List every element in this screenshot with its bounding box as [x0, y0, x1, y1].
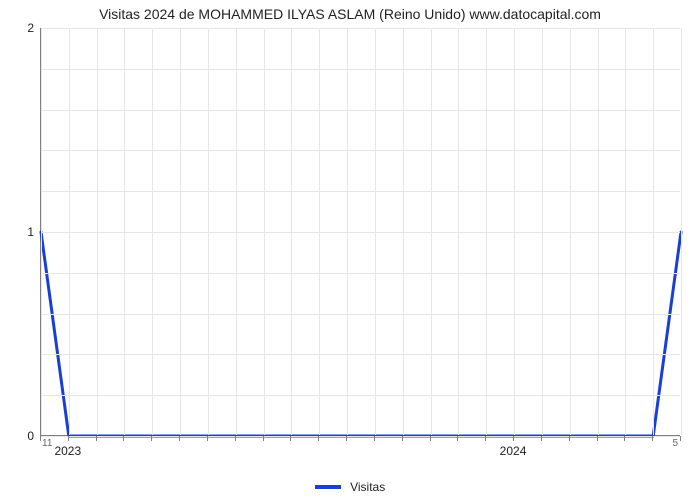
gridline-horizontal [41, 110, 680, 111]
gridline-vertical [375, 28, 376, 435]
x-tick-mark [346, 436, 347, 441]
x-tick-label: 2024 [500, 444, 527, 458]
x-tick-mark [263, 436, 264, 441]
gridline-horizontal [41, 436, 680, 437]
gridline-horizontal [41, 150, 680, 151]
x-tick-mark [151, 436, 152, 441]
x-tick-mark [207, 436, 208, 441]
chart-container: Visitas 2024 de MOHAMMED ILYAS ASLAM (Re… [0, 0, 700, 500]
x-tick-mark [680, 436, 681, 441]
x-tick-mark [513, 436, 514, 441]
gridline-vertical [458, 28, 459, 435]
gridline-vertical [69, 28, 70, 435]
gridline-vertical [403, 28, 404, 435]
x-tick-mark [402, 436, 403, 441]
gridline-horizontal [41, 354, 680, 355]
gridline-vertical [570, 28, 571, 435]
x-tick-mark [485, 436, 486, 441]
gridline-vertical [347, 28, 348, 435]
x-tick-mark [374, 436, 375, 441]
gridline-vertical [291, 28, 292, 435]
gridline-vertical [598, 28, 599, 435]
y-tick-label: 1 [4, 225, 34, 239]
plot-area [40, 28, 680, 436]
x-tick-mark [96, 436, 97, 441]
gridline-vertical [542, 28, 543, 435]
gridline-vertical [653, 28, 654, 435]
y-tick-label: 2 [4, 21, 34, 35]
gridline-vertical [180, 28, 181, 435]
gridline-vertical [625, 28, 626, 435]
x-axis-right-small-label: 5 [672, 438, 678, 449]
x-tick-mark [624, 436, 625, 441]
x-tick-mark [652, 436, 653, 441]
gridline-horizontal [41, 69, 680, 70]
gridline-vertical [208, 28, 209, 435]
gridline-vertical [236, 28, 237, 435]
chart-title: Visitas 2024 de MOHAMMED ILYAS ASLAM (Re… [0, 6, 700, 22]
x-tick-mark [457, 436, 458, 441]
gridline-horizontal [41, 28, 680, 29]
gridline-vertical [681, 28, 682, 435]
gridline-vertical [486, 28, 487, 435]
gridline-vertical [152, 28, 153, 435]
y-tick-label: 0 [4, 429, 34, 443]
gridline-vertical [124, 28, 125, 435]
gridline-vertical [431, 28, 432, 435]
x-tick-mark [541, 436, 542, 441]
gridline-vertical [264, 28, 265, 435]
gridline-horizontal [41, 191, 680, 192]
gridline-vertical [514, 28, 515, 435]
gridline-horizontal [41, 273, 680, 274]
x-tick-mark [40, 436, 41, 441]
legend: Visitas [0, 479, 700, 494]
gridline-horizontal [41, 395, 680, 396]
x-tick-label: 2023 [54, 444, 81, 458]
x-tick-mark [290, 436, 291, 441]
legend-swatch [315, 485, 341, 489]
x-axis-left-small-label: 11 [42, 438, 52, 449]
gridline-vertical [97, 28, 98, 435]
gridline-horizontal [41, 314, 680, 315]
x-tick-mark [123, 436, 124, 441]
x-tick-mark [597, 436, 598, 441]
x-tick-mark [318, 436, 319, 441]
gridline-horizontal [41, 232, 680, 233]
gridline-vertical [319, 28, 320, 435]
x-tick-mark [235, 436, 236, 441]
x-tick-mark [569, 436, 570, 441]
x-tick-mark [179, 436, 180, 441]
gridline-vertical [41, 28, 42, 435]
legend-label: Visitas [350, 480, 385, 494]
x-tick-mark [68, 436, 69, 441]
x-tick-mark [430, 436, 431, 441]
